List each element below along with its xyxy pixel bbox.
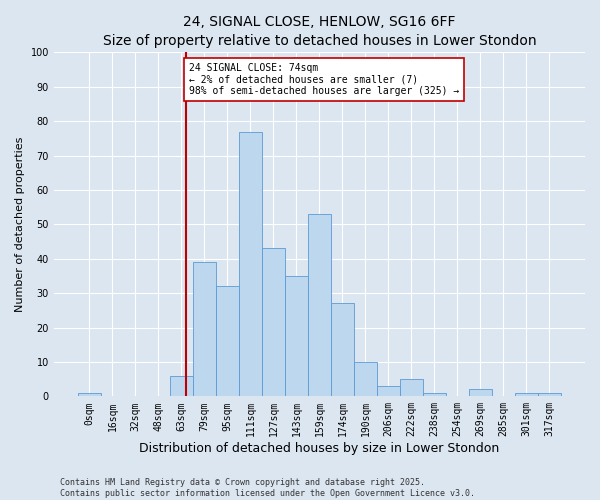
Bar	[193, 262, 216, 396]
Bar	[331, 304, 354, 396]
Bar	[538, 393, 561, 396]
Bar	[239, 132, 262, 396]
Bar	[216, 286, 239, 397]
Text: 24 SIGNAL CLOSE: 74sqm
← 2% of detached houses are smaller (7)
98% of semi-detac: 24 SIGNAL CLOSE: 74sqm ← 2% of detached …	[189, 63, 460, 96]
Title: 24, SIGNAL CLOSE, HENLOW, SG16 6FF
Size of property relative to detached houses : 24, SIGNAL CLOSE, HENLOW, SG16 6FF Size …	[103, 15, 536, 48]
Bar	[423, 393, 446, 396]
Bar	[469, 390, 492, 396]
Bar	[285, 276, 308, 396]
Bar	[354, 362, 377, 396]
Bar	[515, 393, 538, 396]
Bar	[170, 376, 193, 396]
Bar	[78, 393, 101, 396]
Bar	[400, 379, 423, 396]
Y-axis label: Number of detached properties: Number of detached properties	[15, 136, 25, 312]
Bar	[262, 248, 285, 396]
Text: Contains HM Land Registry data © Crown copyright and database right 2025.
Contai: Contains HM Land Registry data © Crown c…	[60, 478, 475, 498]
Bar	[377, 386, 400, 396]
Bar	[308, 214, 331, 396]
X-axis label: Distribution of detached houses by size in Lower Stondon: Distribution of detached houses by size …	[139, 442, 500, 455]
